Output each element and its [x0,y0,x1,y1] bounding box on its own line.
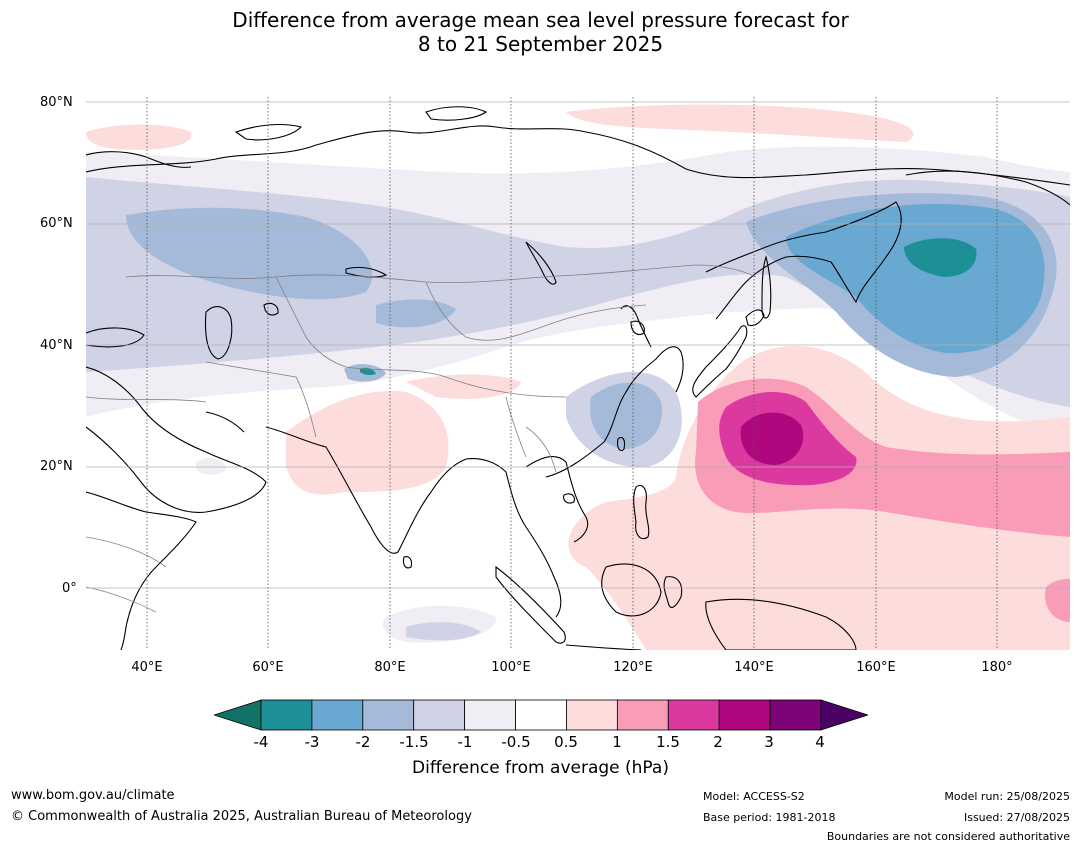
colorbar-tick: 1.5 [656,733,680,751]
lat-label-60n: 60°N [40,216,73,231]
colorbar-segment [769,699,822,731]
lon-label-180: 180° [981,660,1013,675]
lon-label-80e: 80°E [374,660,406,675]
colorbar-tick: 1 [612,733,622,751]
lon-label-100e: 100°E [491,660,531,675]
colorbar-segment [362,699,415,731]
lon-label-40e: 40°E [131,660,163,675]
positive-anomaly-india [286,374,521,495]
title-line-1: Difference from average mean sea level p… [232,8,849,32]
pressure-anomaly-map [86,97,1070,650]
colorbar-segment [616,699,669,731]
lat-label-80n: 80°N [40,95,73,110]
lon-label-60e: 60°E [252,660,284,675]
positive-anomaly-pacific [568,346,1070,650]
colorbar-tick: 0.5 [554,733,578,751]
lat-label-40n: 40°N [40,338,73,353]
colorbar-segment [566,699,618,731]
minor-anomaly-patches [86,104,914,643]
boundaries-disclaimer: Boundaries are not considered authoritat… [826,830,1070,843]
colorbar-tick: 2 [713,733,723,751]
chart-title: Difference from average mean sea level p… [0,8,1081,56]
colorbar-segment [311,699,364,731]
colorbar-segment [515,699,567,731]
colorbar-segment [667,699,720,731]
colorbar-tick: -0.5 [501,733,531,751]
negative-anomaly-east-china [566,371,682,468]
negative-anomaly-north [86,146,1070,438]
coastlines [86,106,1070,650]
colorbar-tick: -2 [355,733,371,751]
colorbar-tick: -1 [457,733,473,751]
longitude-gridlines [146,97,998,650]
colorbar-extend-high [820,699,868,731]
title-line-2: 8 to 21 September 2025 [417,32,664,56]
lon-label-140e: 140°E [734,660,774,675]
colorbar-tick: 3 [764,733,774,751]
colorbar-tick: -1.5 [399,733,429,751]
colorbar-tick: -4 [253,733,269,751]
colorbar-segment [260,699,313,731]
colorbar-label: Difference from average (hPa) [412,758,669,778]
lat-label-20n: 20°N [40,459,73,474]
country-boundaries [86,264,757,613]
lon-label-160e: 160°E [856,660,896,675]
colorbar-segment [413,699,466,731]
colorbar-tick: 4 [815,733,825,751]
colorbar-segment [718,699,771,731]
lon-label-120e: 120°E [613,660,653,675]
issued-date: Issued: 27/08/2025 [963,811,1070,824]
colorbar-extend-low [214,699,262,731]
colorbar-tick: -3 [304,733,320,751]
colorbar-segment [464,699,516,731]
website-link[interactable]: www.bom.gov.au/climate [11,788,175,803]
colorbar [214,699,868,731]
model-name: Model: ACCESS-S2 [703,790,805,803]
model-run-date: Model run: 25/08/2025 [944,790,1070,803]
lat-label-0: 0° [62,581,77,596]
latitude-gridlines [86,101,1070,589]
copyright-text: © Commonwealth of Australia 2025, Austra… [11,809,472,824]
base-period: Base period: 1981-2018 [703,811,836,824]
